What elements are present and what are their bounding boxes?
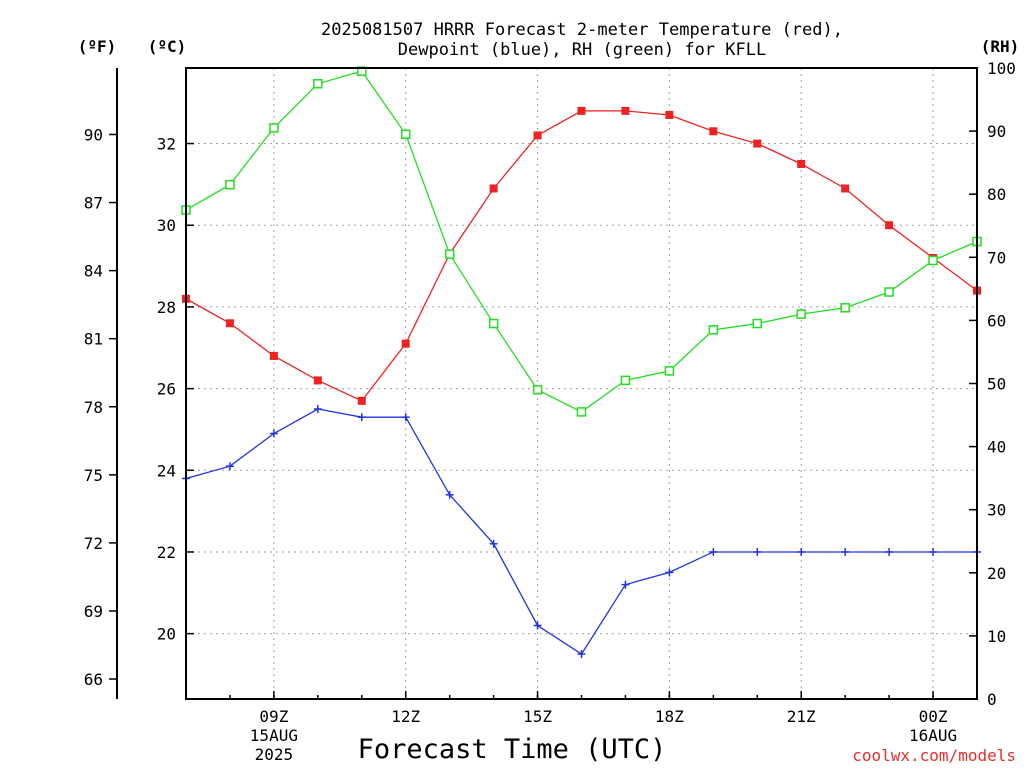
temperature-point [533,131,542,140]
temperature-point [885,221,894,230]
rh-point [576,407,587,417]
dewpoint-point [401,413,410,422]
fahrenheit-tick-label: 81 [84,330,103,349]
fahrenheit-tick-label: 66 [84,670,103,689]
rh-point [664,366,675,376]
fahrenheit-tick-label: 87 [84,194,103,213]
dewpoint-point [269,429,278,438]
x-axis-title: Forecast Time (UTC) [358,734,667,765]
dewpoint-point [665,568,674,577]
rh-point [884,287,894,297]
rh-tick-label: 0 [987,690,997,709]
dewpoint-point [445,490,454,499]
rh-series-line [185,70,978,413]
dewpoint-point [621,580,630,589]
rh-point [796,309,806,319]
x-tick-label: 21Z [787,707,816,726]
chart-title-line1: 2025081507 HRRR Forecast 2-meter Tempera… [321,20,843,40]
rh-point [620,375,631,386]
dewpoint-point [709,547,718,556]
dewpoint-point [357,413,366,422]
celsius-tick-label: 28 [157,298,176,317]
x-tick-date-label: 15AUG [250,726,298,745]
rh-tick-label: 20 [987,564,1006,583]
temperature-point [753,139,762,148]
celsius-tick-label: 26 [157,380,176,399]
fahrenheit-tick-label: 69 [84,602,103,621]
rh-point [840,303,850,313]
temperature-point [225,319,234,328]
dewpoint-point [753,547,762,556]
dewpoint-point [489,539,498,548]
celsius-tick-label: 22 [157,543,176,562]
dewpoint-point [929,547,938,556]
fahrenheit-tick-label: 72 [84,534,103,553]
rh-point [752,318,763,329]
temperature-point [357,396,366,405]
rh-point [444,249,455,259]
rh-tick-label: 50 [987,375,1006,394]
rh-point [928,255,938,266]
temperature-point [269,351,278,360]
x-tick-label: 09Z [259,707,288,726]
temperature-point [665,110,674,119]
rh-point [488,318,499,329]
temperature-point [709,127,718,136]
celsius-tick-label: 20 [157,625,176,644]
x-tick-label: 12Z [391,707,420,726]
rh-point [313,79,323,89]
rh-tick-label: 80 [987,185,1006,204]
fahrenheit-tick-label: 84 [84,262,103,281]
temperature-point [621,106,630,115]
dewpoint-series-line [185,408,977,655]
x-tick-label: 00Z [919,707,948,726]
grid-lines [186,68,977,699]
temperature-point [577,106,586,115]
rh-tick-label: 70 [987,248,1006,267]
x-tick-year-label: 2025 [255,745,294,764]
rh-tick-label: 60 [987,311,1006,330]
dewpoint-point [225,462,234,471]
rh-point [269,123,279,133]
rh-tick-label: 10 [987,627,1006,646]
temperature-point [841,184,850,193]
fahrenheit-tick-label: 90 [84,125,103,144]
dewpoint-point [533,621,542,630]
rh-unit-label: (RH) [981,37,1020,56]
rh-point [532,385,543,395]
temperature-point [797,159,806,168]
x-tick-label: 18Z [655,707,684,726]
fahrenheit-tick-label: 78 [84,398,103,417]
temperature-point [401,339,410,348]
rh-tick-label: 40 [987,438,1006,457]
rh-point [708,325,719,335]
celsius-tick-label: 30 [157,216,176,235]
dewpoint-point [841,547,850,556]
x-tick-date-label: 16AUG [909,726,957,745]
rh-tick-label: 90 [987,122,1006,141]
dewpoint-point [313,405,322,414]
rh-point [225,179,235,190]
temperature-point [313,376,322,385]
fahrenheit-unit-label: (ºF) [78,37,117,56]
temperature-series-line [185,110,978,402]
temperature-point [489,184,498,193]
celsius-tick-label: 32 [157,135,176,154]
plot-frame [185,67,978,700]
dewpoint-point [577,650,586,659]
credit-text: coolwx.com/models [852,746,1016,765]
rh-tick-label: 30 [987,501,1006,520]
celsius-tick-label: 24 [157,461,176,480]
fahrenheit-tick-label: 75 [84,466,103,485]
series-layer [181,66,982,659]
celsius-unit-label: (ºC) [148,37,187,56]
x-tick-label: 15Z [523,707,552,726]
dewpoint-point [797,547,806,556]
rh-point [400,129,411,140]
dewpoint-point [885,547,894,556]
chart-title-line2: Dewpoint (blue), RH (green) for KFLL [398,40,766,60]
rh-tick-label: 100 [987,59,1016,78]
